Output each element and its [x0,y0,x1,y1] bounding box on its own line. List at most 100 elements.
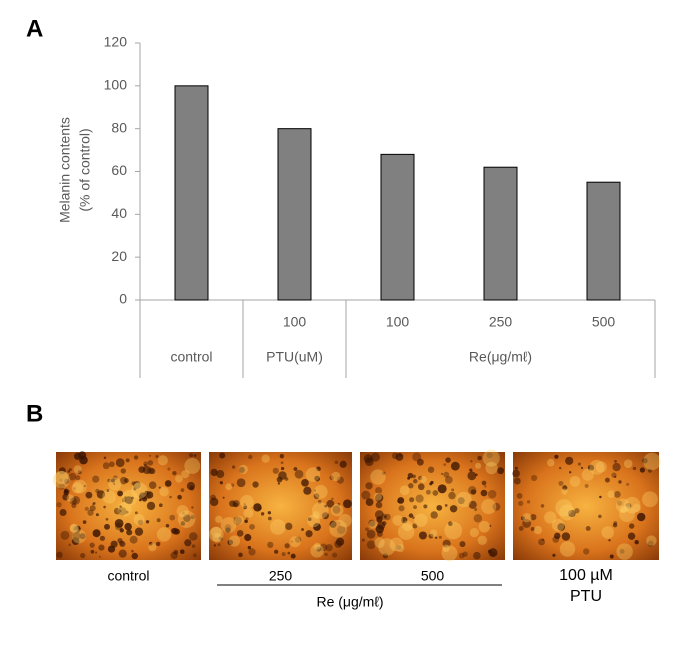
pigment-spot [477,455,482,461]
pigment-spot [336,525,346,535]
pigment-spot [148,454,152,457]
highlight [175,474,183,483]
pigment-spot [558,466,562,470]
pigment-spot [609,554,614,559]
caption: control [107,568,149,584]
pigment-spot [118,507,127,516]
pigment-spot [98,544,105,551]
pigment-spot [384,515,387,518]
pigment-spot [608,539,611,542]
pigment-spot [332,552,338,558]
pigment-spot [632,466,637,471]
pigment-spot [325,544,333,552]
pigment-spot [191,544,196,548]
pigment-spot [89,505,96,512]
highlight [72,529,87,544]
highlight [220,517,237,533]
pigment-spot [599,495,602,499]
pigment-spot [59,478,63,482]
highlight [616,543,633,560]
pigment-spot [413,505,417,510]
pigment-spot [574,508,580,514]
pigment-spot [243,503,246,506]
pigment-spot [437,484,447,494]
y-tick-label: 40 [111,205,127,221]
highlight [615,498,631,513]
panel-label: B [26,400,43,427]
highlight [632,503,641,513]
highlight [469,528,479,538]
pigment-spot [361,490,371,500]
pigment-spot [236,529,244,537]
pigment-spot [429,482,433,486]
pigment-spot [474,508,478,512]
pigment-spot [332,505,341,514]
pigment-spot [376,530,383,537]
highlight [310,544,324,558]
pigment-spot [290,540,293,543]
pigment-spot [113,482,116,485]
pigment-spot [468,500,477,509]
pigment-spot [470,489,477,495]
pigment-spot [434,536,438,539]
pigment-spot [118,540,125,546]
y-axis-label: (% of control) [77,128,93,211]
pigment-spot [119,509,122,513]
highlight [619,505,628,514]
pigment-spot [68,543,72,547]
pigment-spot [614,460,617,463]
highlight [312,502,329,519]
pigment-spot [125,510,129,514]
highlight [73,465,82,474]
pigment-spot [131,549,134,553]
pigment-spot [470,460,473,463]
pigment-spot [374,510,384,519]
pigment-spot [67,470,71,473]
pigment-spot [647,468,652,473]
pigment-spot [84,506,89,511]
micrographs: control 250 500 100 µM PTU Re (μg/mℓ) [52,449,661,610]
pigment-spot [165,523,170,528]
pigment-spot [186,481,196,491]
pigment-spot [415,494,424,503]
pigment-spot [587,464,595,471]
pigment-spot [209,497,219,507]
pigment-spot [192,553,197,558]
pigment-spot [244,519,248,524]
highlight [156,527,172,542]
pigment-spot [79,533,86,540]
micrograph [56,452,201,560]
highlight [399,485,410,496]
pigment-spot [514,466,518,470]
pigment-spot [87,509,94,516]
pigment-spot [287,551,291,555]
highlight [177,510,196,528]
pigment-spot [141,496,148,502]
pigment-spot [558,480,564,486]
pigment-spot [139,498,142,502]
highlight [314,485,328,499]
highlight [646,535,657,546]
pigment-spot [639,467,645,473]
highlight [225,483,233,491]
pigment-spot [148,541,153,546]
pigment-spot [530,474,538,482]
highlight [607,490,615,499]
pigment-spot [513,477,521,485]
pigment-spot [450,461,460,471]
highlight [559,541,576,557]
pigment-spot [625,502,632,509]
highlight [312,511,320,519]
pigment-spot [584,483,589,488]
highlight [444,521,463,540]
pigment-spot [561,532,571,541]
pigment-spot [113,507,121,515]
pigment-spot [361,538,365,542]
bar [380,153,415,301]
pigment-spot [60,530,70,540]
pigment-spot [316,466,321,472]
pigment-spot [245,516,249,520]
pigment-spot [627,532,636,540]
pigment-spot [313,523,321,531]
caption: PTU [570,588,602,605]
